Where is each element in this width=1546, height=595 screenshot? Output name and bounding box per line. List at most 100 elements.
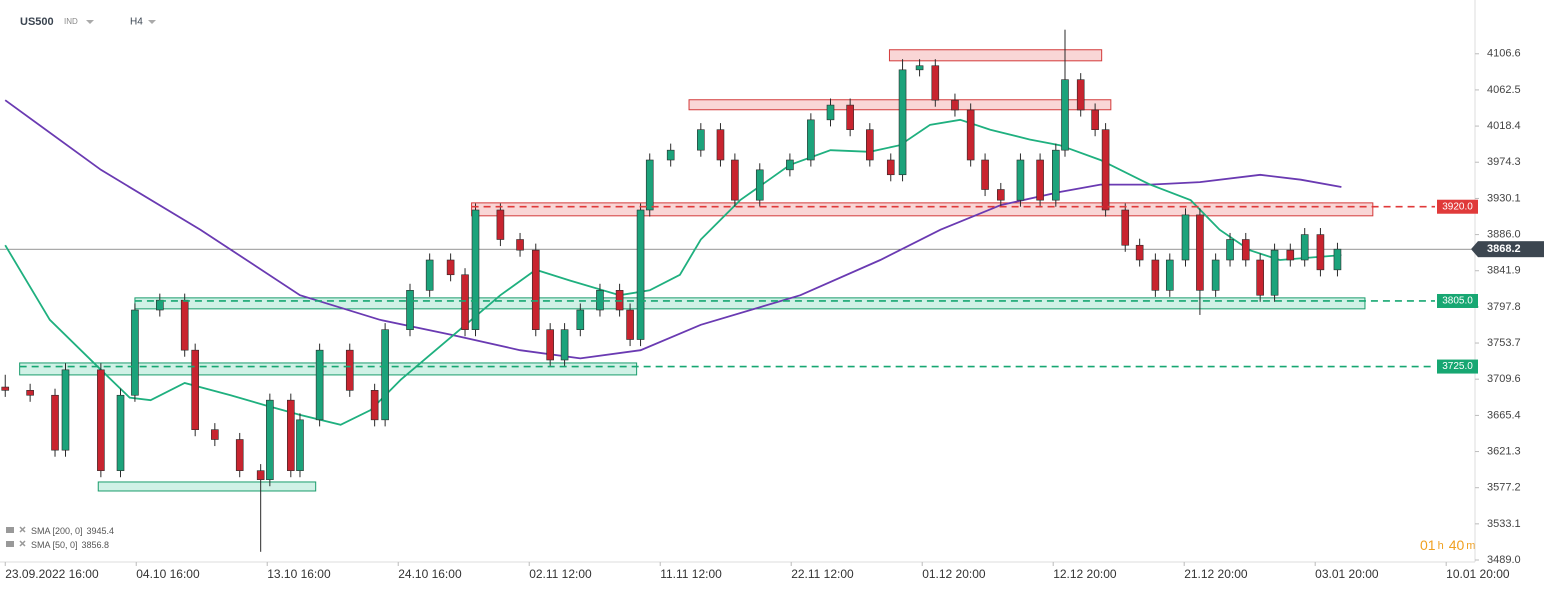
timer: 01 h 40 m	[1420, 537, 1475, 553]
y-tick-label: 3797.8	[1487, 301, 1521, 313]
candle-body	[287, 399, 295, 471]
y-tick-label: 3886.0	[1487, 228, 1521, 240]
candle-body	[425, 259, 434, 291]
legend: SMA [200, 0] 3945.4 SMA [50, 0] 3856.8	[6, 526, 114, 550]
candle-body	[1101, 129, 1110, 211]
candle-body	[1270, 249, 1279, 296]
candle-body	[731, 159, 739, 201]
candle-body	[446, 259, 455, 276]
level-label: 3805.0	[1442, 296, 1473, 307]
candle-body	[966, 109, 975, 161]
level-label-box	[1437, 293, 1478, 308]
candle-body	[406, 290, 414, 330]
candle-body	[266, 399, 274, 480]
y-tick-label: 3974.3	[1487, 156, 1521, 168]
x-tick-label: 01.12 20:00	[922, 567, 986, 581]
candle-body	[131, 309, 139, 396]
candle-body	[156, 299, 164, 311]
candle-body	[180, 299, 189, 351]
x-tick-label: 03.01 20:00	[1315, 567, 1379, 581]
candle-body	[716, 129, 725, 161]
y-tick-label: 4062.5	[1487, 84, 1521, 96]
candle-body	[1211, 259, 1220, 291]
candle-body	[116, 394, 125, 471]
candle-body	[996, 189, 1005, 201]
candle-body	[626, 309, 634, 340]
legend-close[interactable]	[19, 526, 26, 533]
candle-body	[898, 69, 907, 176]
candle-body	[531, 249, 540, 330]
candle-body	[886, 159, 895, 176]
y-tick-label: 3665.4	[1487, 409, 1521, 421]
caret[interactable]	[86, 20, 94, 24]
candle-body	[191, 349, 199, 430]
legend-entry: SMA [50, 0] 3856.8	[31, 540, 109, 550]
level-label-box	[1437, 359, 1478, 374]
x-tick-label: 13.10 16:00	[267, 567, 331, 581]
candle-body	[1241, 239, 1250, 261]
candle-body	[807, 119, 815, 161]
candle-body	[296, 419, 304, 471]
timer-minutes: 40	[1449, 537, 1465, 553]
x-tick-label: 24.10 16:00	[398, 567, 462, 581]
candle-body	[1196, 214, 1204, 291]
timeframe[interactable]: H4	[130, 17, 143, 28]
y-tick-label: 3577.2	[1487, 482, 1521, 494]
legend-icon[interactable]	[6, 527, 14, 533]
market: IND	[64, 17, 78, 26]
last-price-arrow	[1471, 241, 1478, 258]
candle-body	[915, 65, 924, 71]
legend-name: SMA [50, 0]	[31, 540, 78, 550]
legend-value: 3945.4	[87, 526, 115, 536]
candle-body	[1181, 214, 1190, 261]
zone	[471, 202, 1374, 217]
level-label-box	[1437, 199, 1478, 214]
timer-unit: h	[1438, 540, 1444, 552]
candle-body	[951, 99, 959, 111]
candle-body	[256, 470, 265, 480]
legend-name: SMA [200, 0]	[31, 526, 83, 536]
candle-body	[1036, 159, 1044, 201]
candle-body	[666, 149, 675, 161]
candle-body	[345, 349, 354, 391]
candle-body	[636, 209, 645, 340]
candle-body	[1286, 249, 1295, 261]
candle-body	[1151, 259, 1160, 291]
legend-value: 3856.8	[82, 540, 110, 550]
candle-body	[697, 129, 705, 151]
legend-entry: SMA [200, 0] 3945.4	[31, 526, 114, 536]
legend-close[interactable]	[19, 540, 26, 547]
candle-body	[97, 369, 105, 471]
candle-body	[1016, 159, 1025, 201]
y-tick-label: 3489.0	[1487, 554, 1521, 566]
candle-body	[370, 390, 379, 421]
candle-body	[461, 274, 469, 330]
candle-body	[51, 394, 59, 451]
candle-body	[315, 349, 324, 421]
symbol[interactable]: US500	[20, 16, 54, 28]
caret[interactable]	[148, 20, 156, 24]
level-label: 3920.0	[1442, 201, 1473, 212]
y-tick-label: 4106.6	[1487, 48, 1521, 60]
candle-body	[866, 129, 874, 161]
zone	[888, 49, 1103, 62]
x-tick-label: 11.11 12:00	[660, 567, 722, 581]
sma-line	[4, 118, 1342, 426]
x-tick-label: 21.12 20:00	[1184, 567, 1248, 581]
candle-body	[560, 329, 569, 361]
candle-body	[496, 209, 505, 240]
x-tick-label: 04.10 16:00	[136, 567, 200, 581]
legend-icon[interactable]	[6, 541, 14, 547]
candle-body	[1121, 209, 1130, 246]
y-tick-label: 3930.1	[1487, 192, 1521, 204]
x-tick-label: 12.12 20:00	[1053, 567, 1117, 581]
last-price-box	[1478, 241, 1544, 258]
candle-body	[786, 159, 794, 171]
candle-body	[381, 329, 389, 421]
zone	[19, 362, 638, 376]
candle-body	[645, 159, 654, 211]
y-tick-label: 4018.4	[1487, 120, 1521, 132]
candle-body	[981, 159, 989, 190]
